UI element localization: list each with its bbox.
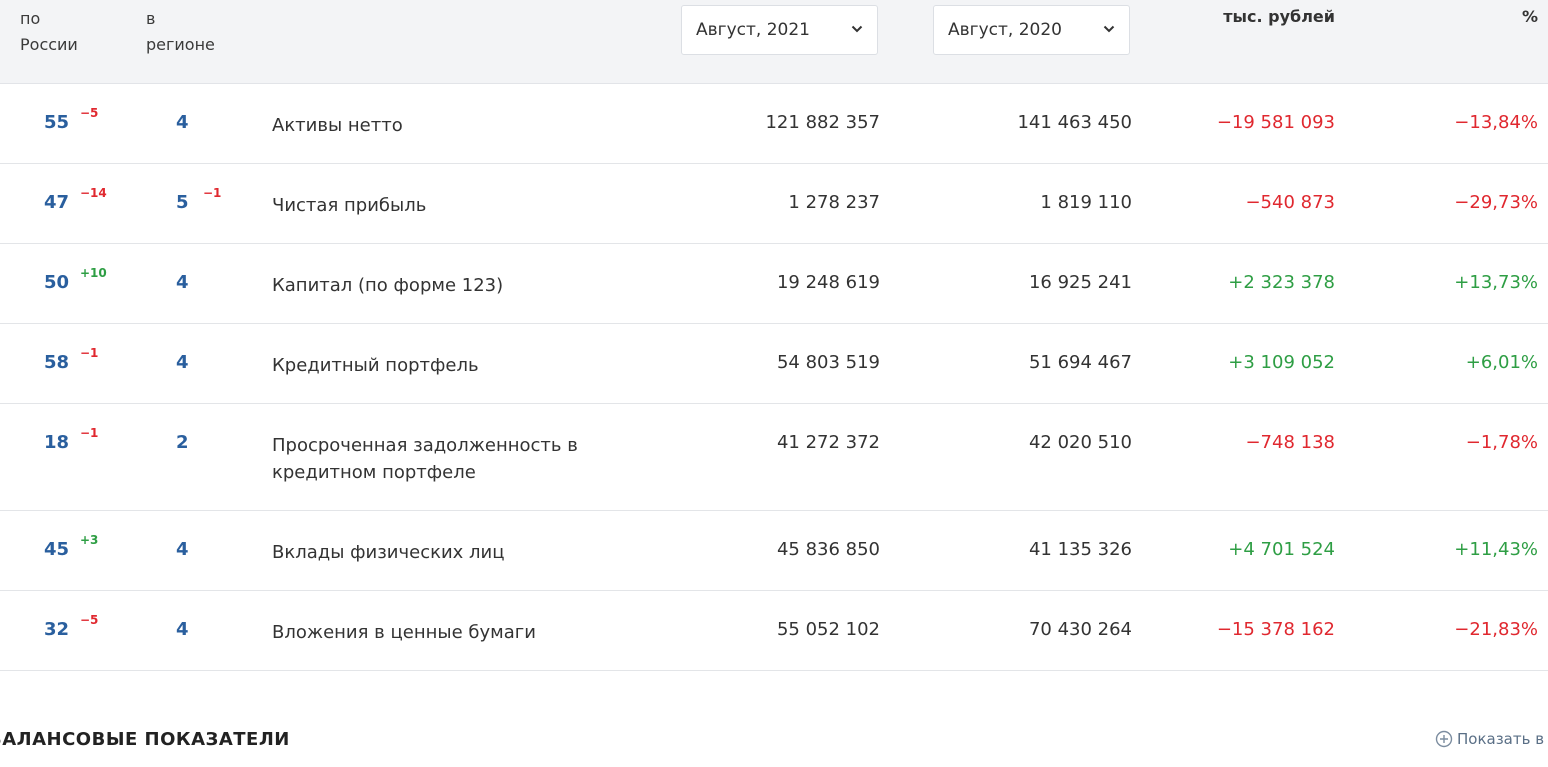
value-compare: 1 819 110 xyxy=(1040,192,1132,213)
rank-russia: 50 xyxy=(44,272,70,293)
value-current: 1 278 237 xyxy=(788,192,880,213)
table-header: по России в регионе Август, 2021 Август,… xyxy=(0,0,1548,84)
rank-russia: 45 xyxy=(44,539,70,560)
indicator-name: Вложения в ценные бумаги xyxy=(272,622,536,643)
rank-russia: 32 xyxy=(44,619,70,640)
value-current: 41 272 372 xyxy=(776,432,880,453)
col-header-region: в регионе xyxy=(146,6,215,58)
rank-russia-delta: −14 xyxy=(80,186,107,200)
value-diff: −748 138 xyxy=(1245,432,1335,453)
value-diff: +3 109 052 xyxy=(1228,352,1335,373)
rank-russia: 47 xyxy=(44,192,70,213)
value-compare: 141 463 450 xyxy=(1017,112,1132,133)
rank-region: 4 xyxy=(176,112,189,133)
value-compare: 51 694 467 xyxy=(1028,352,1132,373)
indicator-name: Чистая прибыль xyxy=(272,195,427,216)
value-percent: −21,83% xyxy=(1454,619,1538,640)
indicator-name: Просроченная задолженность в кредитном п… xyxy=(272,435,578,483)
col-header-russia-line2: России xyxy=(20,35,78,54)
indicator-name: Капитал (по форме 123) xyxy=(272,275,504,296)
value-percent: +13,73% xyxy=(1454,272,1538,293)
col-header-region-line2: регионе xyxy=(146,35,215,54)
value-diff: −19 581 093 xyxy=(1216,112,1335,133)
chevron-down-icon xyxy=(851,25,863,33)
value-current: 121 882 357 xyxy=(765,112,880,133)
chevron-down-icon xyxy=(1103,25,1115,33)
rank-russia: 58 xyxy=(44,352,70,373)
rank-region: 2 xyxy=(176,432,189,453)
table-row: 45 +3 4 Вклады физических лиц 45 836 850 41 1… xyxy=(0,511,1548,591)
value-compare: 70 430 264 xyxy=(1028,619,1132,640)
value-current: 19 248 619 xyxy=(776,272,880,293)
rank-region-delta: −1 xyxy=(203,186,222,200)
rank-russia-delta: −1 xyxy=(80,346,99,360)
value-current: 54 803 519 xyxy=(776,352,880,373)
period-current-value: Август, 2021 xyxy=(696,20,810,40)
rank-region: 4 xyxy=(176,539,189,560)
table-row: 50 +10 4 Капитал (по форме 123) 19 248 619 16… xyxy=(0,244,1548,324)
show-all-label: Показать в xyxy=(1457,730,1545,748)
period-compare-select[interactable]: Август, 2020 xyxy=(933,5,1130,55)
col-header-russia-line1: по xyxy=(20,9,41,28)
col-header-thousands: тыс. рублей xyxy=(1223,7,1335,26)
col-header-region-line1: в xyxy=(146,9,156,28)
value-diff: +2 323 378 xyxy=(1228,272,1335,293)
value-diff: −15 378 162 xyxy=(1216,619,1335,640)
value-percent: +6,01% xyxy=(1465,352,1538,373)
value-diff: −540 873 xyxy=(1245,192,1335,213)
rank-region: 5 xyxy=(176,192,189,213)
indicator-name: Кредитный портфель xyxy=(272,355,479,376)
rank-region: 4 xyxy=(176,352,189,373)
value-percent: −29,73% xyxy=(1454,192,1538,213)
rank-russia: 18 xyxy=(44,432,70,453)
value-percent: −13,84% xyxy=(1454,112,1538,133)
section-title: БАЛАНСОВЫЕ ПОКАЗАТЕЛИ xyxy=(0,729,290,750)
rank-russia-delta: +10 xyxy=(80,266,107,280)
indicators-table: 55 −5 4 Активы нетто 121 882 357 141 463 450 −… xyxy=(0,84,1548,671)
col-header-percent: % xyxy=(1521,7,1538,26)
value-compare: 42 020 510 xyxy=(1028,432,1132,453)
rank-russia-delta: +3 xyxy=(80,533,99,547)
period-current-select[interactable]: Август, 2021 xyxy=(681,5,878,55)
value-compare: 16 925 241 xyxy=(1028,272,1132,293)
table-row: 18 −1 2 Просроченная задолженность в кредит… xyxy=(0,404,1548,511)
table-row: 32 −5 4 Вложения в ценные бумаги 55 052 102 7… xyxy=(0,591,1548,671)
indicator-name: Вклады физических лиц xyxy=(272,542,505,563)
value-current: 55 052 102 xyxy=(776,619,880,640)
table-row: 47 −14 5 −1 Чистая прибыль 1 278 237 1 819 110… xyxy=(0,164,1548,244)
period-compare-value: Август, 2020 xyxy=(948,20,1062,40)
rank-russia: 55 xyxy=(44,112,70,133)
indicator-name: Активы нетто xyxy=(272,115,403,136)
plus-circle-icon xyxy=(1435,730,1453,748)
rank-russia-delta: −5 xyxy=(80,613,99,627)
value-percent: +11,43% xyxy=(1454,539,1538,560)
col-header-russia: по России xyxy=(20,6,78,58)
value-diff: +4 701 524 xyxy=(1228,539,1335,560)
table-row: 58 −1 4 Кредитный портфель 54 803 519 51 694 … xyxy=(0,324,1548,404)
value-current: 45 836 850 xyxy=(776,539,880,560)
rank-russia-delta: −1 xyxy=(80,426,99,440)
rank-region: 4 xyxy=(176,619,189,640)
rank-russia-delta: −5 xyxy=(80,106,99,120)
rank-region: 4 xyxy=(176,272,189,293)
table-row: 55 −5 4 Активы нетто 121 882 357 141 463 450 −… xyxy=(0,84,1548,164)
value-percent: −1,78% xyxy=(1465,432,1538,453)
value-compare: 41 135 326 xyxy=(1028,539,1132,560)
show-all-link[interactable]: Показать в xyxy=(1435,730,1544,748)
